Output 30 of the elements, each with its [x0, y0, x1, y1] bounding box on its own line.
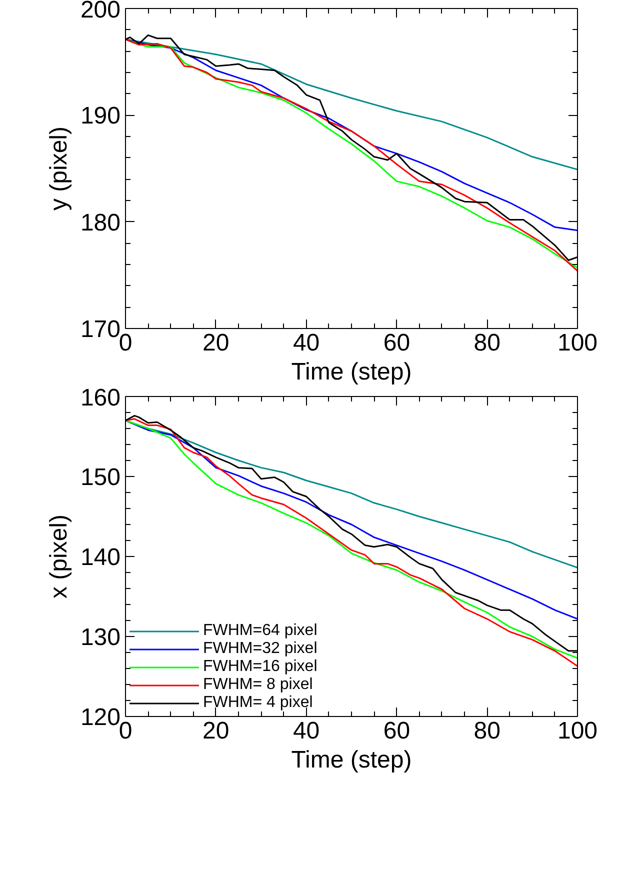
x-tick-label: 100	[557, 718, 598, 744]
x-tick-label: 80	[474, 330, 500, 356]
y-tick-label: 150	[80, 464, 121, 491]
x-tick-label: 100	[557, 330, 598, 356]
x-axis-title: Time (step)	[291, 746, 412, 774]
legend-label: FWHM=64 pixel	[203, 622, 318, 640]
x-tick-label: 20	[202, 718, 230, 744]
x-tick-label: 0	[118, 330, 132, 356]
x-tick-label: 60	[383, 718, 410, 744]
y-axis-title: x (pixel)	[45, 514, 72, 599]
x-tick-label: 60	[383, 330, 410, 356]
x-tick-label: 0	[118, 718, 132, 744]
y-tick-label: 180	[80, 209, 121, 236]
y-axis-title: y (pixel)	[45, 126, 72, 211]
legend-label: FWHM=32 pixel	[203, 640, 318, 658]
y-tick-label: 200	[80, 0, 121, 24]
y-tick-label: 120	[80, 704, 121, 731]
x-axis-title: Time (step)	[291, 358, 412, 386]
y-tick-label: 160	[80, 384, 121, 412]
y-tick-label: 130	[80, 624, 121, 651]
legend-label: FWHM= 8 pixel	[203, 676, 313, 694]
x-tick-label: 40	[292, 330, 320, 356]
legend-label: FWHM=16 pixel	[203, 658, 318, 676]
y-tick-label: 140	[80, 544, 121, 571]
y-tick-label: 190	[80, 102, 121, 130]
legend-label: FWHM= 4 pixel	[203, 694, 313, 712]
y-tick-label: 170	[80, 316, 121, 343]
x-tick-label: 80	[474, 718, 500, 744]
x-tick-label: 40	[292, 718, 320, 744]
x-tick-label: 20	[202, 330, 230, 356]
